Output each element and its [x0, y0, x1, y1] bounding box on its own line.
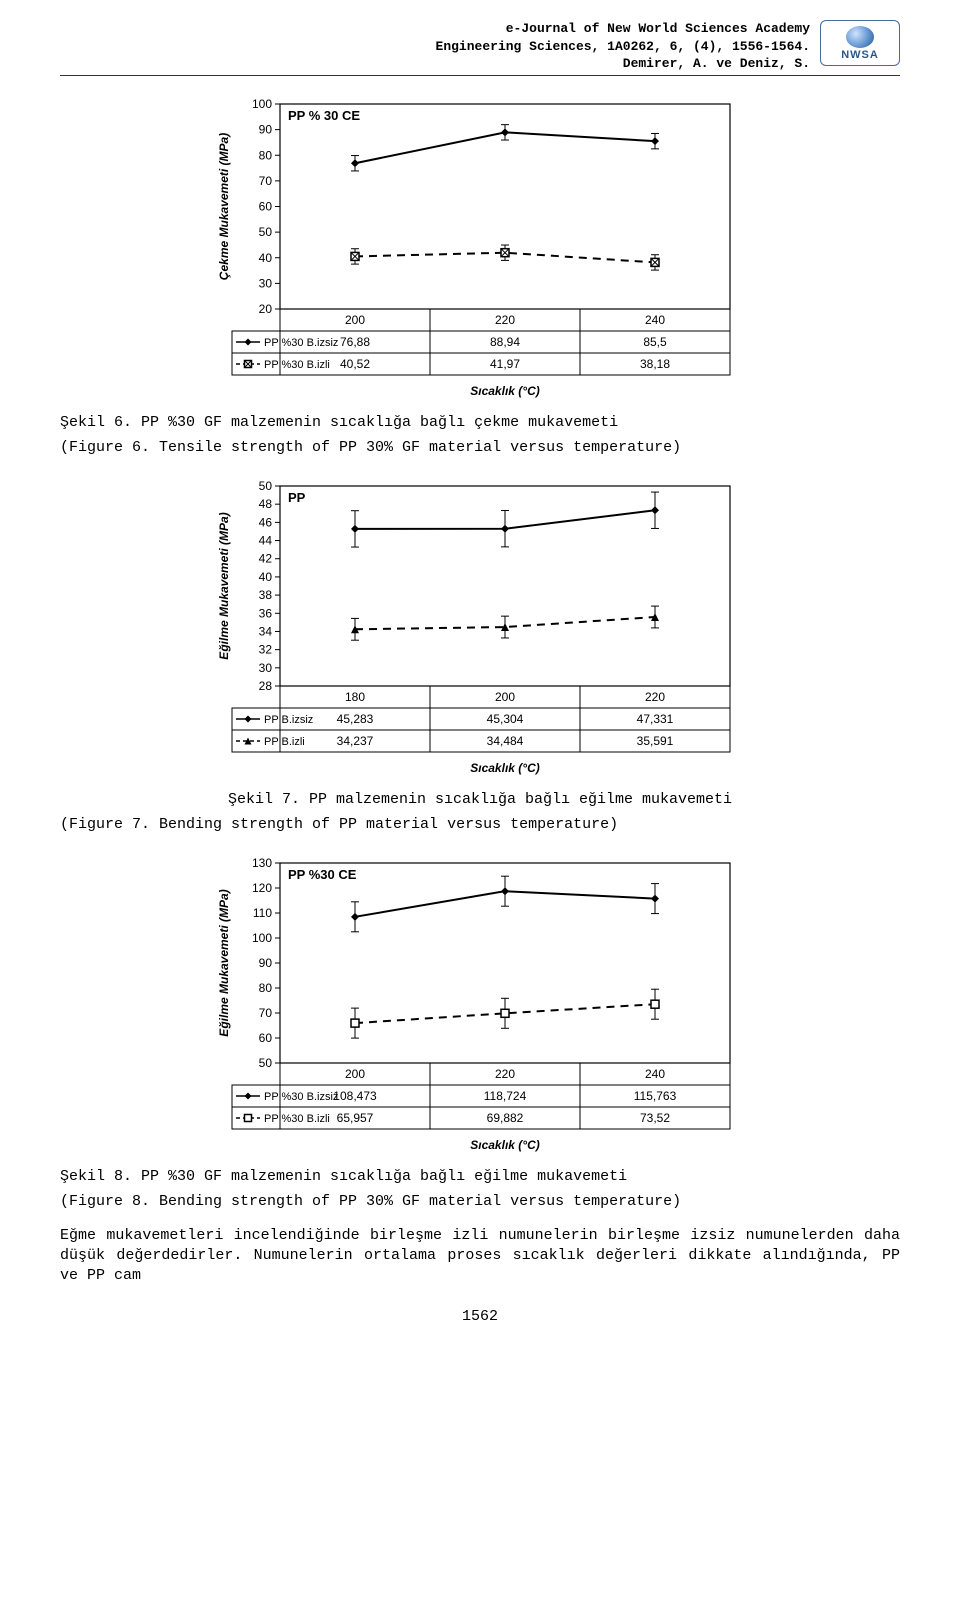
svg-text:100: 100 [252, 931, 272, 945]
svg-text:40: 40 [259, 250, 273, 264]
svg-text:80: 80 [259, 148, 273, 162]
svg-text:240: 240 [645, 1067, 665, 1081]
svg-text:PP B.izli: PP B.izli [264, 736, 305, 748]
svg-text:220: 220 [495, 1067, 515, 1081]
svg-text:PP %30 B.izli: PP %30 B.izli [264, 359, 330, 371]
svg-text:36: 36 [259, 606, 273, 620]
svg-text:34,237: 34,237 [337, 734, 374, 748]
svg-text:45,304: 45,304 [487, 712, 524, 726]
svg-text:200: 200 [495, 690, 515, 704]
svg-text:PP %30 B.izsiz: PP %30 B.izsiz [264, 1091, 338, 1103]
svg-text:PP %30 CE: PP %30 CE [288, 867, 357, 882]
svg-text:Sıcaklık (°C): Sıcaklık (°C) [470, 761, 540, 775]
svg-text:30: 30 [259, 276, 273, 290]
svg-text:73,52: 73,52 [640, 1111, 670, 1125]
svg-text:40,52: 40,52 [340, 357, 370, 371]
caption-3b: (Figure 8. Bending strength of PP 30% GF… [60, 1192, 900, 1212]
svg-text:PP %30 B.izsiz: PP %30 B.izsiz [264, 337, 338, 349]
svg-text:Sıcaklık (°C): Sıcaklık (°C) [470, 1138, 540, 1152]
chart-1: 20 30 40 50 60 70 80 90 100 Çekme Mukavemeti (MPa… [60, 94, 900, 405]
chart-3: 50 60 70 80 90 100 110 120 130 Eğilme Mukavemeti … [60, 853, 900, 1159]
svg-text:50: 50 [259, 225, 273, 239]
svg-text:38,18: 38,18 [640, 357, 670, 371]
svg-text:44: 44 [259, 533, 273, 547]
svg-text:200: 200 [345, 1067, 365, 1081]
caption-3a: Şekil 8. PP %30 GF malzemenin sıcaklığa … [60, 1167, 900, 1187]
svg-text:80: 80 [259, 981, 273, 995]
svg-text:28: 28 [259, 679, 273, 693]
caption-2b: (Figure 7. Bending strength of PP materi… [60, 815, 900, 835]
svg-text:85,5: 85,5 [643, 335, 667, 349]
svg-text:90: 90 [259, 122, 273, 136]
svg-text:48: 48 [259, 497, 273, 511]
svg-text:115,763: 115,763 [634, 1089, 677, 1103]
caption-2a: Şekil 7. PP malzemenin sıcaklığa bağlı e… [60, 790, 900, 810]
svg-text:70: 70 [259, 174, 273, 188]
chart-2: 28 30 32 34 36 38 40 42 44 46 48 50 Eğilme Mukavemet… [60, 476, 900, 782]
caption-1a: Şekil 6. PP %30 GF malzemenin sıcaklığa … [60, 413, 900, 433]
header-line-2: Engineering Sciences, 1A0262, 6, (4), 15… [60, 38, 810, 56]
body-paragraph: Eğme mukavemetleri incelendiğinde birleş… [60, 1226, 900, 1287]
svg-text:PP B.izsiz: PP B.izsiz [264, 714, 313, 726]
svg-text:120: 120 [252, 881, 272, 895]
svg-text:38: 38 [259, 588, 273, 602]
svg-text:60: 60 [259, 199, 273, 213]
svg-text:76,88: 76,88 [340, 335, 370, 349]
svg-text:220: 220 [495, 313, 515, 327]
svg-text:34,484: 34,484 [487, 734, 524, 748]
svg-text:PP % 30 CE: PP % 30 CE [288, 108, 360, 123]
svg-text:35,591: 35,591 [637, 734, 674, 748]
svg-text:180: 180 [345, 690, 365, 704]
svg-text:130: 130 [252, 856, 272, 870]
svg-text:50: 50 [259, 1056, 273, 1070]
globe-icon [846, 26, 874, 48]
caption-1b: (Figure 6. Tensile strength of PP 30% GF… [60, 438, 900, 458]
journal-header: e-Journal of New World Sciences Academy … [60, 20, 900, 76]
logo-text: NWSA [841, 49, 879, 61]
svg-text:45,283: 45,283 [337, 712, 374, 726]
svg-text:220: 220 [645, 690, 665, 704]
svg-text:PP: PP [288, 490, 306, 505]
svg-text:118,724: 118,724 [484, 1089, 527, 1103]
svg-text:47,331: 47,331 [637, 712, 674, 726]
svg-text:108,473: 108,473 [333, 1089, 377, 1103]
svg-text:69,882: 69,882 [487, 1111, 524, 1125]
svg-text:65,957: 65,957 [337, 1111, 374, 1125]
svg-text:110: 110 [253, 906, 272, 920]
svg-text:Çekme Mukavemeti (MPa): Çekme Mukavemeti (MPa) [217, 132, 231, 279]
svg-text:50: 50 [259, 479, 273, 493]
svg-text:90: 90 [259, 956, 273, 970]
svg-text:30: 30 [259, 660, 273, 674]
svg-text:PP %30 B.izli: PP %30 B.izli [264, 1113, 330, 1125]
svg-text:32: 32 [259, 642, 273, 656]
svg-text:34: 34 [259, 624, 273, 638]
header-line-3: Demirer, A. ve Deniz, S. [60, 55, 810, 73]
svg-text:20: 20 [259, 302, 273, 316]
svg-text:42: 42 [259, 551, 273, 565]
page-number: 1562 [60, 1308, 900, 1325]
svg-text:200: 200 [345, 313, 365, 327]
svg-text:240: 240 [645, 313, 665, 327]
svg-text:46: 46 [259, 515, 273, 529]
header-line-1: e-Journal of New World Sciences Academy [60, 20, 810, 38]
svg-text:88,94: 88,94 [490, 335, 520, 349]
svg-text:Eğilme Mukavemeti (MPa): Eğilme Mukavemeti (MPa) [217, 889, 231, 1036]
svg-text:41,97: 41,97 [490, 357, 520, 371]
nwsa-logo: NWSA [820, 20, 900, 66]
svg-text:60: 60 [259, 1031, 273, 1045]
svg-text:Eğilme Mukavemeti (MPa): Eğilme Mukavemeti (MPa) [217, 512, 231, 659]
svg-text:40: 40 [259, 570, 273, 584]
svg-text:70: 70 [259, 1006, 273, 1020]
svg-text:100: 100 [252, 97, 272, 111]
svg-text:Sıcaklık (°C): Sıcaklık (°C) [470, 384, 540, 398]
